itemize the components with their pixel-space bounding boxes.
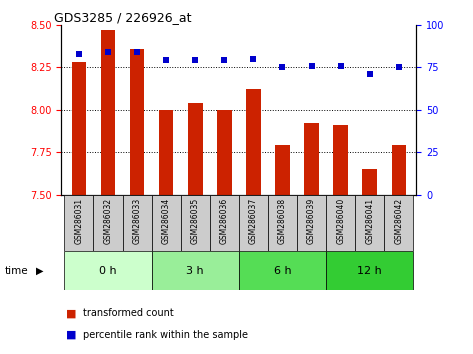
Text: ■: ■: [66, 308, 77, 318]
Bar: [268, 195, 297, 251]
Bar: [362, 169, 377, 195]
Text: GSM286041: GSM286041: [365, 198, 374, 244]
Text: 12 h: 12 h: [357, 266, 382, 276]
Bar: [64, 251, 152, 290]
Point: [279, 64, 286, 70]
Bar: [181, 195, 210, 251]
Bar: [355, 195, 384, 251]
Bar: [152, 251, 239, 290]
Bar: [239, 195, 268, 251]
Bar: [101, 30, 115, 195]
Bar: [159, 110, 174, 195]
Text: 3 h: 3 h: [186, 266, 204, 276]
Bar: [94, 195, 123, 251]
Bar: [217, 110, 232, 195]
Bar: [72, 62, 86, 195]
Point: [337, 63, 344, 68]
Text: GSM286036: GSM286036: [220, 198, 229, 244]
Bar: [130, 48, 144, 195]
Bar: [392, 145, 406, 195]
Point: [366, 71, 374, 77]
Text: percentile rank within the sample: percentile rank within the sample: [83, 330, 248, 339]
Bar: [275, 145, 290, 195]
Text: GSM286040: GSM286040: [336, 198, 345, 244]
Bar: [188, 103, 202, 195]
Text: GDS3285 / 226926_at: GDS3285 / 226926_at: [54, 11, 192, 24]
Point: [192, 58, 199, 63]
Bar: [152, 195, 181, 251]
Bar: [297, 195, 326, 251]
Text: 0 h: 0 h: [99, 266, 117, 276]
Point: [220, 58, 228, 63]
Bar: [333, 125, 348, 195]
Bar: [384, 195, 413, 251]
Text: GSM286032: GSM286032: [104, 198, 113, 244]
Text: GSM286035: GSM286035: [191, 198, 200, 244]
Text: GSM286039: GSM286039: [307, 198, 316, 244]
Text: time: time: [5, 266, 28, 276]
Text: GSM286031: GSM286031: [74, 198, 83, 244]
Point: [250, 56, 257, 62]
Bar: [304, 123, 319, 195]
Point: [162, 58, 170, 63]
Text: GSM286037: GSM286037: [249, 198, 258, 244]
Point: [75, 51, 83, 57]
Text: GSM286042: GSM286042: [394, 198, 403, 244]
Bar: [326, 195, 355, 251]
Bar: [239, 251, 326, 290]
Bar: [123, 195, 152, 251]
Text: GSM286038: GSM286038: [278, 198, 287, 244]
Point: [104, 49, 112, 55]
Text: GSM286033: GSM286033: [132, 198, 141, 244]
Bar: [326, 251, 413, 290]
Text: transformed count: transformed count: [83, 308, 174, 318]
Bar: [64, 195, 94, 251]
Point: [308, 63, 315, 68]
Text: GSM286034: GSM286034: [162, 198, 171, 244]
Bar: [210, 195, 239, 251]
Text: 6 h: 6 h: [274, 266, 291, 276]
Text: ■: ■: [66, 330, 77, 339]
Point: [395, 64, 403, 70]
Text: ▶: ▶: [35, 266, 43, 276]
Bar: [246, 89, 261, 195]
Point: [133, 49, 141, 55]
